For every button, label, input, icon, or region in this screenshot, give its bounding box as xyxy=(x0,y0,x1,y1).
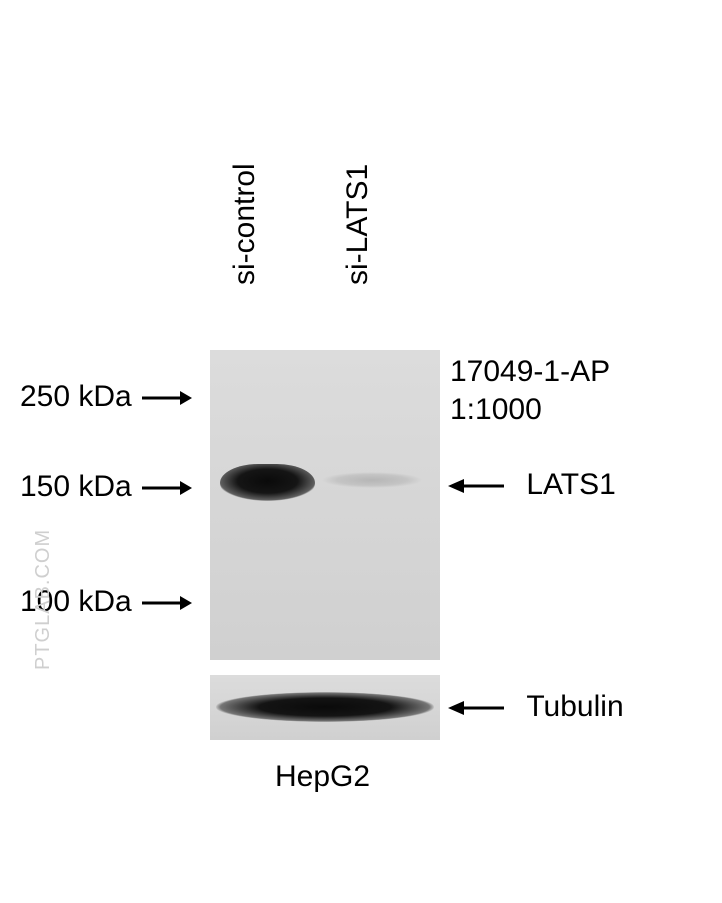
marker-150-text: 150 kDa xyxy=(20,470,132,503)
band-lats1-knockdown-faint xyxy=(322,472,422,488)
dilution: 1:1000 xyxy=(450,393,542,427)
marker-150: 150 kDa xyxy=(20,470,192,504)
lane-label-control: si-control xyxy=(228,163,262,285)
lane-label-knockdown: si-LATS1 xyxy=(341,164,375,285)
marker-250: 250 kDa xyxy=(20,380,192,414)
blot-panel-main xyxy=(210,350,440,660)
arrow-right-icon xyxy=(140,478,192,498)
band-tubulin xyxy=(216,692,434,722)
cell-line-label: HepG2 xyxy=(275,760,370,794)
arrow-left-icon xyxy=(448,697,504,719)
arrow-right-icon xyxy=(140,388,192,408)
figure-container: si-control si-LATS1 250 kDa 150 kDa 100 … xyxy=(0,30,722,880)
loading-label-row: Tubulin xyxy=(448,690,624,724)
target-label-row: LATS1 xyxy=(448,468,616,502)
arrow-left-icon xyxy=(448,475,504,497)
loading-label-text: Tubulin xyxy=(526,690,623,723)
marker-250-text: 250 kDa xyxy=(20,380,132,413)
target-label-text: LATS1 xyxy=(526,468,616,501)
watermark-text: PTGLAB.COM xyxy=(32,529,55,670)
band-lats1-control xyxy=(220,464,315,502)
arrow-right-icon xyxy=(140,593,192,613)
catalog-number: 17049-1-AP xyxy=(450,355,610,389)
